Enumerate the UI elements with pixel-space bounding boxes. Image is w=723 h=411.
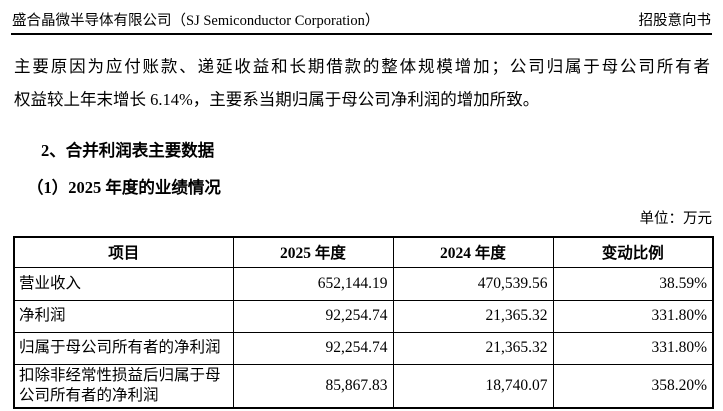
cell-item-parent-net-profit: 归属于母公司所有者的净利润 bbox=[13, 331, 234, 365]
header-rule bbox=[11, 33, 712, 35]
cell-revenue-2025: 652,144.19 bbox=[232, 266, 394, 301]
table-row-revenue: 营业收入 652,144.19 470,539.56 38.59% bbox=[13, 266, 714, 301]
cell-parent-net-profit-change: 331.80% bbox=[552, 331, 714, 365]
cell-deducted-net-profit-change: 358.20% bbox=[552, 363, 714, 408]
table-row-net-profit: 净利润 92,254.74 21,365.32 331.80% bbox=[13, 299, 714, 333]
cell-revenue-change: 38.59% bbox=[552, 266, 714, 301]
cell-parent-net-profit-2025: 92,254.74 bbox=[232, 331, 394, 365]
table-row-parent-net-profit: 归属于母公司所有者的净利润 92,254.74 21,365.32 331.80… bbox=[13, 331, 714, 365]
cell-deducted-net-profit-2024: 18,740.07 bbox=[392, 363, 554, 408]
body-paragraph-line-2: 权益较上年末增长 6.14%，主要系当期归属于母公司净利润的增加所致。 bbox=[14, 90, 540, 109]
financial-table: 项目 2025 年度 2024 年度 变动比例 营业收入 652,144.19 … bbox=[13, 236, 714, 409]
cell-revenue-2024: 470,539.56 bbox=[392, 266, 554, 301]
cell-item-revenue: 营业收入 bbox=[13, 266, 234, 301]
unit-note: 单位：万元 bbox=[639, 211, 713, 227]
column-header-change-ratio: 变动比例 bbox=[552, 236, 714, 268]
page-header: 盛合晶微半导体有限公司（SJ Semiconductor Corporation… bbox=[12, 11, 711, 31]
cell-deducted-net-profit-2025: 85,867.83 bbox=[232, 363, 394, 408]
cell-item-deducted-net-profit: 扣除非经常性损益后归属于母公司所有者的净利润 bbox=[13, 363, 234, 408]
page-header-company: 盛合晶微半导体有限公司（SJ Semiconductor Corporation… bbox=[12, 13, 380, 29]
column-header-item: 项目 bbox=[13, 236, 234, 268]
column-header-2024: 2024 年度 bbox=[392, 236, 554, 268]
cell-net-profit-2024: 21,365.32 bbox=[392, 299, 554, 333]
page-header-doc-type: 招股意向书 bbox=[638, 13, 712, 29]
body-paragraph-line-1: 主要原因为应付账款、递延收益和长期借款的整体规模增加；公司归属于母公司所有者 bbox=[14, 57, 710, 76]
section-heading-income-statement: 2、合并利润表主要数据 bbox=[41, 141, 215, 160]
cell-item-net-profit: 净利润 bbox=[13, 299, 234, 333]
subsection-heading-2025-results: （1）2025 年度的业绩情况 bbox=[27, 178, 221, 197]
cell-net-profit-change: 331.80% bbox=[552, 299, 714, 333]
table-row-deducted-net-profit: 扣除非经常性损益后归属于母公司所有者的净利润 85,867.83 18,740.… bbox=[13, 363, 714, 408]
cell-net-profit-2025: 92,254.74 bbox=[232, 299, 394, 333]
column-header-2025: 2025 年度 bbox=[232, 236, 394, 268]
body-paragraph: 主要原因为应付账款、递延收益和长期借款的整体规模增加；公司归属于母公司所有者 权… bbox=[14, 50, 710, 116]
table-header-row: 项目 2025 年度 2024 年度 变动比例 bbox=[13, 236, 714, 268]
cell-parent-net-profit-2024: 21,365.32 bbox=[392, 331, 554, 365]
